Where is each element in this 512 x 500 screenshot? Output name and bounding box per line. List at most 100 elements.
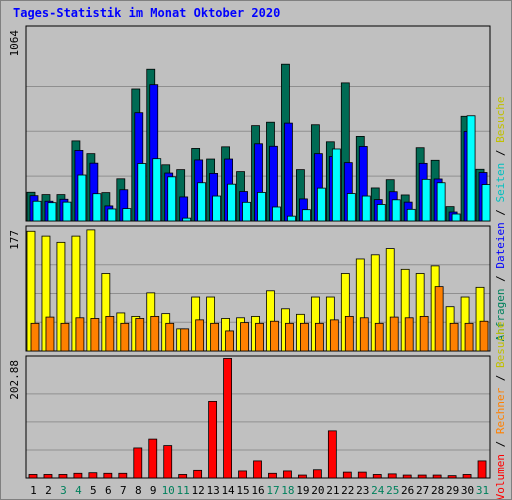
x-tick-label: 9 xyxy=(150,484,157,497)
bar-volumen-29 xyxy=(447,475,457,479)
ymax-label: 177 xyxy=(8,230,21,250)
bar-volumen-21 xyxy=(327,430,337,479)
bar-seiten-9 xyxy=(152,158,162,222)
bar-seiten-16 xyxy=(257,192,266,222)
bar-rechner-21 xyxy=(329,319,339,352)
bar-rechner-14 xyxy=(225,330,234,352)
x-tick-label: 20 xyxy=(311,484,324,497)
bar-volumen-8 xyxy=(133,447,143,479)
x-tick-label: 10 xyxy=(162,484,175,497)
bar-volumen-2 xyxy=(43,474,53,479)
legend-entry: / xyxy=(494,269,507,289)
x-tick-label: 3 xyxy=(60,484,67,497)
x-tick-label: 2 xyxy=(45,484,52,497)
bar-rechner-16 xyxy=(255,322,264,352)
x-tick-label: 17 xyxy=(266,484,279,497)
bar-seiten-3 xyxy=(62,201,72,222)
bar-volumen-14 xyxy=(223,358,232,479)
bar-rechner-20 xyxy=(314,322,324,352)
x-tick-label: 8 xyxy=(135,484,142,497)
bar-volumen-20 xyxy=(312,469,322,479)
ymax-label: 202.88 xyxy=(8,360,21,400)
bar-seiten-7 xyxy=(122,208,132,222)
x-tick-label: 16 xyxy=(251,484,264,497)
x-tick-label: 5 xyxy=(90,484,97,497)
bar-rechner-31 xyxy=(479,320,489,352)
bar-seiten-21 xyxy=(331,148,341,222)
bar-volumen-23 xyxy=(357,471,367,479)
legend-entry: / xyxy=(494,368,507,388)
bar-rechner-24 xyxy=(374,322,384,352)
x-tick-label: 19 xyxy=(296,484,309,497)
bar-rechner-11 xyxy=(180,328,190,352)
bar-seiten-26 xyxy=(406,208,416,222)
x-tick-label: 27 xyxy=(416,484,429,497)
bar-seiten-10 xyxy=(167,176,177,222)
bar-rechner-10 xyxy=(165,322,175,352)
bar-rechner-9 xyxy=(150,315,160,352)
bar-seiten-20 xyxy=(316,187,326,222)
x-tick-label: 29 xyxy=(446,484,459,497)
bar-rechner-27 xyxy=(419,315,429,352)
bar-volumen-11 xyxy=(178,474,188,479)
bar-seiten-24 xyxy=(376,204,386,222)
bar-dateien-11 xyxy=(179,196,189,222)
bar-volumen-6 xyxy=(103,472,113,479)
legend-top: Anfragen / Dateien / Seiten / Besuche xyxy=(494,96,507,341)
bar-rechner-18 xyxy=(285,322,294,352)
bar-volumen-30 xyxy=(462,474,472,479)
bar-rechner-13 xyxy=(210,322,220,352)
bar-seiten-29 xyxy=(451,213,461,222)
x-tick-label: 18 xyxy=(281,484,294,497)
legend-entry: Anfragen xyxy=(494,289,507,342)
legend-entry: Dateien xyxy=(494,222,507,268)
legend-entry: / xyxy=(494,202,507,222)
bar-seiten-15 xyxy=(242,201,251,222)
bar-rechner-3 xyxy=(60,322,70,352)
bar-volumen-5 xyxy=(88,472,98,479)
bar-volumen-15 xyxy=(238,470,247,479)
bar-seiten-27 xyxy=(421,178,431,222)
legend-entry: Besuche xyxy=(494,96,507,142)
x-tick-label: 22 xyxy=(341,484,354,497)
bar-rechner-22 xyxy=(344,315,354,352)
legend-bottom: Volumen / Rechner / Besuche xyxy=(494,322,507,499)
bar-seiten-14 xyxy=(227,183,236,222)
x-tick-label: 14 xyxy=(221,484,235,497)
x-tick-label: 4 xyxy=(75,484,82,497)
bar-volumen-26 xyxy=(402,474,412,479)
bar-seiten-11 xyxy=(182,217,192,222)
x-tick-label: 23 xyxy=(356,484,369,497)
bar-volumen-9 xyxy=(148,438,158,479)
bar-rechner-17 xyxy=(270,320,279,352)
legend-entry: / xyxy=(494,143,507,163)
bar-volumen-12 xyxy=(193,469,203,479)
legend-entry: Seiten xyxy=(494,163,507,203)
bar-seiten-17 xyxy=(272,206,281,222)
legend-entry: / xyxy=(494,434,507,454)
x-tick-label: 7 xyxy=(120,484,127,497)
bar-volumen-3 xyxy=(58,474,68,479)
bar-rechner-6 xyxy=(105,315,115,352)
bar-seiten-19 xyxy=(302,209,311,222)
bar-rechner-30 xyxy=(464,322,474,352)
bar-volumen-19 xyxy=(298,474,307,479)
bar-rechner-23 xyxy=(359,317,369,352)
x-tick-label: 12 xyxy=(192,484,205,497)
bar-seiten-23 xyxy=(361,195,371,222)
panel-bg xyxy=(26,356,490,478)
bar-rechner-25 xyxy=(389,316,399,352)
x-tick-label: 30 xyxy=(461,484,474,497)
bar-seiten-31 xyxy=(481,184,491,222)
bar-rechner-26 xyxy=(404,317,414,352)
bar-rechner-2 xyxy=(45,316,55,352)
bar-volumen-24 xyxy=(372,474,382,479)
x-tick-label: 21 xyxy=(326,484,339,497)
bar-volumen-18 xyxy=(283,470,292,479)
x-tick-label: 6 xyxy=(105,484,112,497)
bar-volumen-13 xyxy=(208,400,218,479)
x-tick-label: 26 xyxy=(401,484,414,497)
bar-seiten-30 xyxy=(466,115,476,222)
